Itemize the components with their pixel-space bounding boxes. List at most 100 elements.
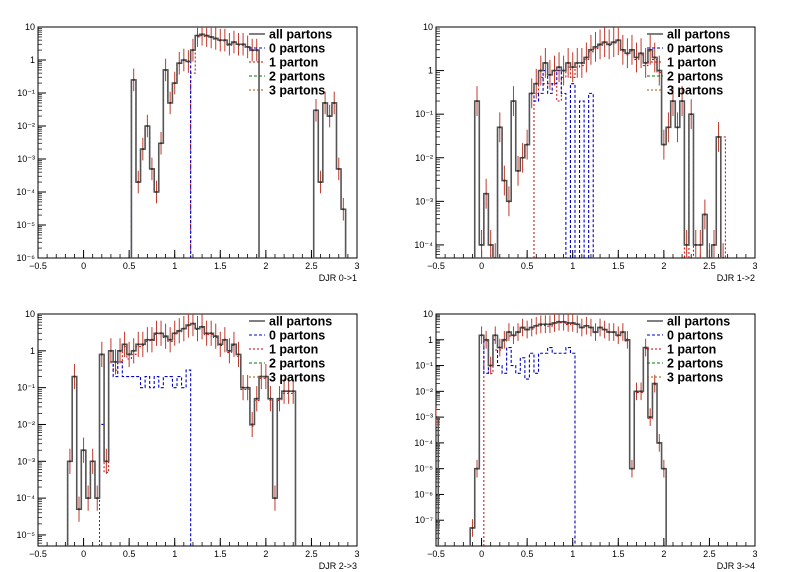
- series-0-partons: [474, 70, 594, 258]
- legend-label: 1 parton: [269, 56, 318, 70]
- chart-panel-4: −0.5 0 0.5 1 1.5 2 2.5 3 10 1 10⁻¹ 10⁻² 10⁻³ 10⁻⁴ 10⁻⁵…: [414, 309, 757, 571]
- data-point: [630, 48, 634, 51]
- data-point: [328, 114, 331, 118]
- x-tick-label: 2.5: [305, 549, 318, 559]
- data-point: [557, 66, 561, 69]
- data-point: [146, 338, 149, 341]
- x-axis-title: DJR 0->1: [319, 273, 357, 283]
- data-point: [68, 460, 71, 463]
- data-point: [96, 497, 99, 500]
- series-all-partons: [473, 27, 726, 258]
- data-point: [658, 69, 661, 72]
- y-tick-label: 1: [428, 335, 433, 345]
- data-point: [114, 360, 117, 364]
- data-point: [503, 338, 506, 341]
- data-point: [219, 39, 222, 42]
- x-tick-label: 2: [263, 261, 268, 271]
- data-point: [150, 338, 154, 341]
- data-point: [562, 69, 565, 72]
- y-tick-label: 10: [423, 22, 433, 32]
- data-point: [485, 338, 488, 341]
- y-tick-label: 1: [30, 346, 35, 356]
- data-point: [644, 61, 647, 65]
- x-tick-label: 1: [172, 549, 177, 559]
- data-point: [251, 48, 254, 52]
- histogram-line: [436, 334, 576, 546]
- data-point: [649, 416, 652, 419]
- data-point: [503, 179, 506, 182]
- y-tick-label: 1: [30, 55, 35, 65]
- x-tick-label: 1.5: [214, 549, 227, 559]
- data-point: [567, 61, 570, 65]
- x-tick-label: 0.5: [521, 549, 534, 559]
- data-point: [635, 390, 638, 393]
- x-tick-label: 0.5: [123, 549, 136, 559]
- y-tick-label: 10⁻⁴: [414, 438, 433, 448]
- x-tick-label: 3: [752, 261, 757, 271]
- data-point: [512, 99, 515, 103]
- data-point: [109, 349, 113, 352]
- legend-label: all partons: [667, 315, 730, 329]
- data-point: [557, 320, 561, 323]
- data-point: [653, 56, 656, 59]
- data-point: [210, 332, 213, 335]
- x-tick-label: 0: [479, 549, 484, 559]
- data-point: [159, 332, 163, 335]
- data-point: [471, 526, 474, 530]
- data-point: [699, 243, 702, 247]
- y-tick-label: 10⁻³: [17, 456, 35, 466]
- data-point: [191, 322, 195, 325]
- legend-label: 3 partons: [667, 84, 723, 98]
- data-point: [480, 243, 483, 247]
- data-point: [196, 34, 199, 37]
- data-point: [105, 460, 108, 463]
- data-point: [639, 52, 643, 55]
- x-tick-label: −0.5: [29, 549, 47, 559]
- data-point: [214, 37, 217, 40]
- x-tick-label: 1: [172, 261, 177, 271]
- x-tick-label: 2: [661, 549, 666, 559]
- y-tick-label: 10⁻⁵: [17, 530, 36, 540]
- plot-frame: [435, 26, 756, 259]
- x-axis-title: DJR 1->2: [717, 273, 755, 283]
- data-point: [521, 156, 524, 159]
- data-point: [118, 349, 122, 352]
- series-all-partons: [66, 314, 297, 546]
- data-point: [223, 338, 226, 341]
- chart-panel-1: −0.5 0 0.5 1 1.5 2 2.5 3 10 1 10⁻¹ 10⁻² 10⁻³ 10⁻⁴ 10⁻⁵…: [16, 22, 359, 283]
- legend-label: 3 partons: [667, 371, 723, 385]
- data-point: [521, 326, 524, 329]
- data-point: [576, 323, 579, 326]
- series-0-partons: [436, 334, 576, 546]
- data-point: [219, 343, 222, 346]
- data-point: [598, 326, 602, 329]
- chart-panel-3: −0.5 0 0.5 1 1.5 2 2.5 3 10 1 10⁻¹ 10⁻² 10⁻³ 10⁻⁴ 10⁻⁵…: [16, 309, 359, 571]
- data-point: [169, 101, 172, 105]
- data-point: [146, 124, 149, 128]
- data-point: [214, 335, 217, 338]
- data-point: [535, 324, 538, 327]
- x-tick-label: 0: [479, 261, 484, 271]
- data-point: [553, 69, 556, 72]
- data-point: [287, 390, 290, 393]
- data-point: [196, 327, 199, 330]
- data-point: [530, 92, 533, 95]
- data-point: [137, 343, 140, 346]
- data-point: [712, 243, 716, 247]
- data-point: [722, 256, 725, 258]
- x-tick-label: 1.5: [214, 261, 227, 271]
- data-point: [494, 334, 497, 337]
- x-tick-label: 2.5: [305, 261, 318, 271]
- data-point: [526, 328, 529, 331]
- data-point: [278, 397, 281, 400]
- data-point: [269, 397, 272, 400]
- data-point: [200, 33, 204, 36]
- data-point: [191, 48, 195, 52]
- legend-label: 2 partons: [269, 70, 325, 84]
- data-point: [255, 48, 258, 52]
- data-point: [612, 330, 615, 334]
- data-point: [608, 43, 611, 46]
